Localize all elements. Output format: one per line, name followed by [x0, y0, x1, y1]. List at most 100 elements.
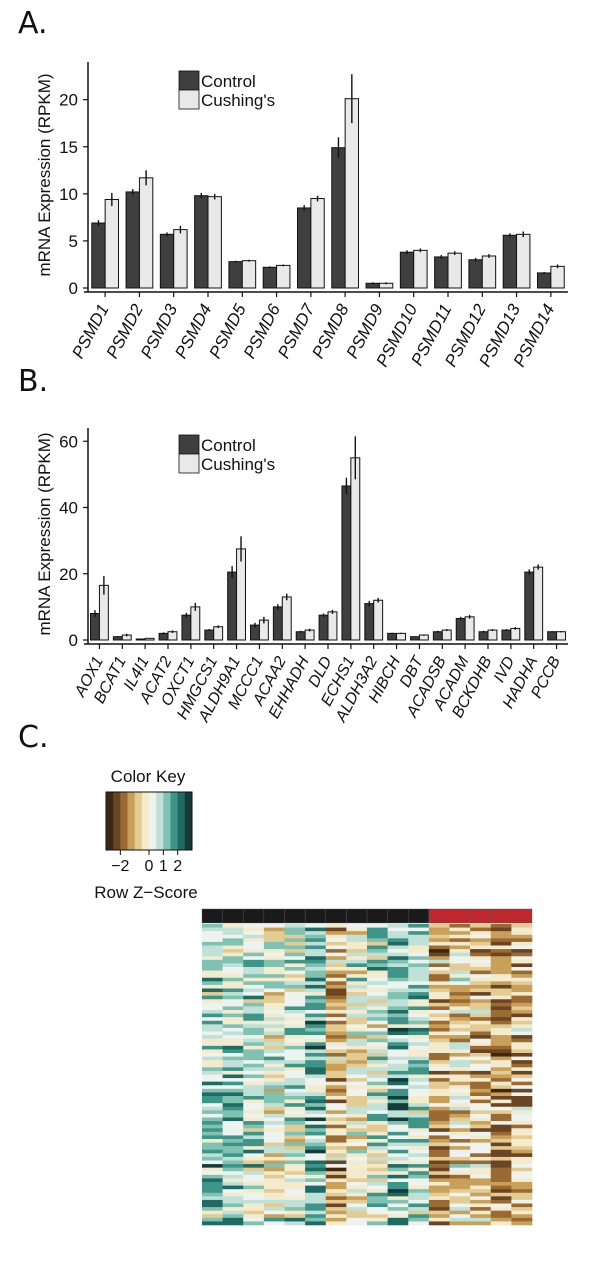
heatmap-cell — [222, 1074, 244, 1079]
heatmap-cell — [243, 1167, 265, 1172]
heatmap-cell — [243, 981, 265, 986]
heatmap-cell — [243, 984, 265, 989]
bar-control — [387, 632, 398, 641]
heatmap-cell — [305, 1117, 327, 1122]
heatmap-cell — [202, 1099, 223, 1104]
heatmap-cell — [387, 1035, 409, 1039]
heatmap-cell — [305, 1128, 327, 1133]
heatmap-cell — [367, 1031, 388, 1036]
heatmap-cell — [284, 927, 306, 932]
heatmap-cell — [470, 1035, 492, 1039]
heatmap-cell — [367, 1160, 388, 1165]
heatmap-cell — [490, 1110, 512, 1115]
heatmap-cell — [470, 1045, 492, 1050]
heatmap-cell — [470, 1146, 492, 1151]
heatmap-cell — [511, 1049, 533, 1054]
bar-control — [228, 261, 243, 289]
column-group-control — [201, 908, 223, 924]
heatmap-cell — [263, 1139, 285, 1143]
heatmap-cell — [449, 988, 471, 993]
bar-control — [318, 614, 329, 641]
heatmap-cell — [470, 1203, 492, 1208]
column-group-cushings — [449, 908, 471, 924]
heatmap-cell — [305, 952, 327, 957]
column-group-control — [243, 908, 265, 924]
heatmap-cell — [428, 1013, 450, 1018]
heatmap-cell — [284, 1128, 306, 1133]
heatmap-cell — [490, 1045, 512, 1050]
heatmap-cell — [428, 1189, 450, 1194]
heatmap-cell — [428, 1156, 450, 1161]
heatmap-cell — [325, 1042, 347, 1047]
heatmap-cell — [511, 956, 533, 961]
bar-cushings — [481, 255, 497, 289]
heatmap-cell — [387, 1006, 409, 1011]
heatmap-cell — [449, 974, 471, 979]
heatmap-cell — [284, 974, 306, 979]
heatmap-cell — [243, 952, 265, 957]
heatmap-cell — [305, 1192, 327, 1197]
heatmap-cell — [284, 1017, 306, 1022]
heatmap-cell — [428, 1042, 450, 1047]
heatmap-cell — [490, 1096, 512, 1100]
heatmap-cell — [387, 1106, 409, 1111]
heatmap-cell — [449, 1214, 471, 1219]
heatmap-cell — [346, 1171, 368, 1176]
heatmap-cell — [511, 981, 533, 986]
heatmap-cell — [490, 1178, 512, 1183]
heatmap-cell — [511, 1092, 533, 1097]
heatmap-cell — [449, 959, 471, 964]
heatmap-cell — [449, 1067, 471, 1072]
heatmap-cell — [367, 984, 388, 989]
heatmap-cell — [243, 1128, 265, 1133]
heatmap-cell — [284, 1199, 306, 1204]
heatmap-cell — [387, 1182, 409, 1186]
heatmap-cell — [511, 949, 533, 953]
heatmap-cell — [449, 1117, 471, 1122]
heatmap-cell — [428, 945, 450, 950]
heatmap-cell — [408, 1146, 430, 1151]
heatmap-cell — [511, 1053, 533, 1057]
heatmap-cell — [243, 959, 265, 964]
heatmap-cell — [408, 981, 430, 986]
heatmap-cell — [305, 1142, 327, 1147]
heatmap-cell — [470, 1156, 492, 1161]
heatmap-cell — [346, 1063, 368, 1068]
color-key-swatch — [106, 792, 114, 850]
bar-cushings — [241, 260, 257, 289]
heatmap-cell — [408, 1067, 430, 1072]
heatmap-cell — [202, 1185, 223, 1190]
heatmap-cell — [346, 1053, 368, 1057]
heatmap-cell — [222, 1096, 244, 1100]
heatmap-cell — [449, 977, 471, 982]
heatmap-cell — [490, 974, 512, 979]
heatmap-cell — [263, 938, 285, 943]
heatmap-cell — [428, 1006, 450, 1011]
heatmap-cell — [408, 1196, 430, 1201]
heatmap-cell — [243, 1207, 265, 1211]
heatmap-cell — [325, 1060, 347, 1065]
heatmap-cell — [243, 1149, 265, 1154]
bar-cushings — [487, 629, 498, 641]
bar-control — [434, 256, 449, 289]
heatmap-cell — [325, 927, 347, 932]
heatmap-cell — [325, 995, 347, 1000]
heatmap-cell — [305, 1214, 327, 1219]
heatmap-cell — [470, 1117, 492, 1122]
heatmap-cell — [305, 1020, 327, 1025]
heatmap-cell — [449, 1113, 471, 1118]
heatmap-cell — [202, 1217, 223, 1222]
heatmap-cell — [470, 1149, 492, 1154]
heatmap-cell — [263, 1217, 285, 1222]
heatmap-cell — [387, 1153, 409, 1158]
heatmap-cell — [325, 1192, 347, 1197]
heatmap-cell — [511, 1149, 533, 1154]
heatmap-cell — [470, 956, 492, 961]
heatmap-cell — [490, 1135, 512, 1140]
heatmap-cell — [470, 1056, 492, 1061]
heatmap-cell — [263, 1106, 285, 1111]
heatmap-cell — [470, 1110, 492, 1115]
heatmap-cell — [367, 1045, 388, 1050]
heatmap-cell — [428, 1092, 450, 1097]
heatmap-cell — [305, 934, 327, 939]
